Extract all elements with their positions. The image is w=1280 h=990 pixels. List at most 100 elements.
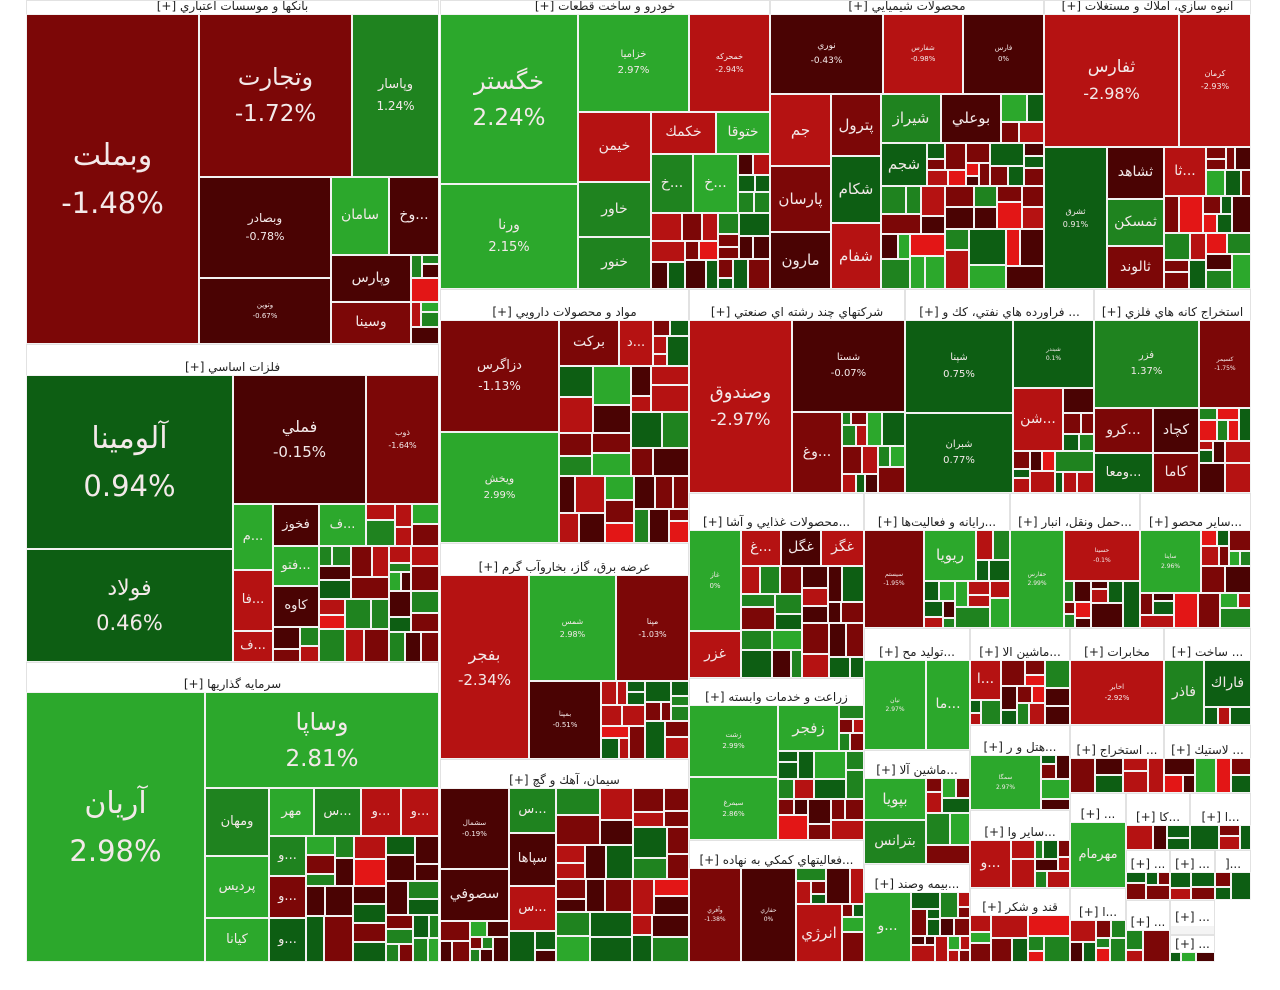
stock-tile[interactable] <box>685 260 706 289</box>
sector-header[interactable]: بانکها و موسسات اعتباري [+] <box>27 1 438 15</box>
stock-tile[interactable] <box>990 166 1008 186</box>
stock-tile[interactable] <box>662 412 689 448</box>
stock-tile[interactable] <box>926 845 970 864</box>
stock-tile[interactable] <box>1035 859 1058 871</box>
stock-tile[interactable] <box>389 572 401 591</box>
stock-tile[interactable] <box>1170 872 1191 888</box>
stock-tile[interactable] <box>1174 593 1198 628</box>
stock-tile[interactable] <box>428 938 439 962</box>
stock-tile[interactable] <box>1055 472 1063 493</box>
stock-tile[interactable] <box>319 599 345 615</box>
stock-tile[interactable]: وصندوق -2.97% <box>689 320 792 493</box>
sector-header[interactable]: ... [+] <box>1171 901 1214 926</box>
stock-tile[interactable] <box>345 629 364 662</box>
stock-tile[interactable] <box>1001 94 1027 122</box>
stock-tile[interactable] <box>927 143 945 159</box>
stock-tile[interactable]: مپنا -1.03% <box>616 575 689 681</box>
stock-tile[interactable] <box>926 792 942 813</box>
sector-header[interactable]: ...ا [+] <box>1071 889 1125 921</box>
stock-tile[interactable] <box>1240 825 1251 850</box>
sector-header[interactable]: ...توليد مح [+] <box>865 629 969 661</box>
stock-tile[interactable] <box>1063 413 1081 434</box>
stock-tile[interactable]: حسينا -0.1% <box>1064 530 1140 581</box>
stock-tile[interactable] <box>665 737 689 759</box>
stock-tile[interactable]: غاز 0% <box>689 530 741 631</box>
stock-tile[interactable] <box>1183 775 1195 793</box>
stock-tile[interactable] <box>1045 660 1070 688</box>
stock-tile[interactable] <box>619 738 629 759</box>
stock-tile[interactable]: سصوفي <box>440 869 509 921</box>
stock-tile[interactable] <box>945 143 966 170</box>
stock-tile[interactable]: غگل <box>781 530 821 566</box>
stock-tile[interactable] <box>733 259 748 289</box>
stock-tile[interactable]: بفجر -2.34% <box>440 575 529 759</box>
stock-tile[interactable] <box>1079 434 1094 451</box>
stock-tile[interactable] <box>1189 260 1206 289</box>
stock-tile[interactable] <box>846 623 864 657</box>
stock-tile[interactable] <box>559 433 592 456</box>
stock-tile[interactable] <box>351 577 389 599</box>
stock-tile[interactable] <box>1011 859 1035 888</box>
stock-tile[interactable] <box>778 751 798 762</box>
sector-header[interactable]: ...[ <box>1216 851 1250 873</box>
stock-tile[interactable] <box>1153 601 1174 615</box>
stock-tile[interactable] <box>345 599 371 629</box>
stock-tile[interactable] <box>1108 581 1123 603</box>
sector-header[interactable]: ... لاستيك [+] <box>1165 726 1250 759</box>
stock-tile[interactable] <box>1041 799 1070 810</box>
stock-tile[interactable] <box>842 932 864 962</box>
stock-tile[interactable] <box>1056 755 1070 779</box>
stock-tile[interactable] <box>1029 703 1045 725</box>
stock-tile[interactable] <box>1075 618 1091 628</box>
stock-tile[interactable]: ...و <box>401 788 439 836</box>
stock-tile[interactable] <box>881 214 921 234</box>
stock-tile[interactable] <box>1035 840 1043 859</box>
stock-tile[interactable] <box>653 354 667 366</box>
stock-tile[interactable] <box>1025 675 1045 686</box>
stock-tile[interactable] <box>802 623 829 654</box>
stock-tile[interactable] <box>354 859 386 886</box>
stock-tile[interactable] <box>966 143 990 163</box>
stock-tile[interactable]: ...خ <box>651 154 693 213</box>
stock-tile[interactable] <box>411 255 422 278</box>
stock-tile[interactable] <box>421 302 439 312</box>
stock-tile[interactable] <box>969 265 1006 289</box>
stock-tile[interactable] <box>1204 707 1218 725</box>
stock-tile[interactable] <box>606 845 633 879</box>
stock-tile[interactable] <box>1206 254 1232 270</box>
stock-tile[interactable] <box>601 681 617 705</box>
sector-header[interactable]: ...رايانه و فعاليت‌ها [+] <box>865 494 1009 531</box>
stock-tile[interactable] <box>633 788 664 812</box>
stock-tile[interactable] <box>306 874 335 886</box>
stock-tile[interactable] <box>706 260 718 289</box>
stock-tile[interactable] <box>1164 233 1190 260</box>
stock-tile[interactable] <box>856 425 867 446</box>
sector-header[interactable]: خودرو و ساخت قطعات [+] <box>441 1 769 15</box>
stock-tile[interactable] <box>802 566 828 588</box>
stock-tile[interactable] <box>948 936 960 950</box>
stock-tile[interactable] <box>1047 871 1070 888</box>
stock-tile[interactable]: شيراز <box>881 94 941 143</box>
stock-tile[interactable] <box>798 751 814 779</box>
stock-tile[interactable] <box>1235 147 1251 170</box>
stock-tile[interactable]: كسيمر -1.75% <box>1199 320 1251 408</box>
stock-tile[interactable] <box>772 630 802 650</box>
stock-tile[interactable] <box>1028 915 1070 936</box>
stock-tile[interactable] <box>493 937 509 962</box>
stock-tile[interactable] <box>1225 170 1241 196</box>
stock-tile[interactable]: مارون <box>770 232 831 289</box>
stock-tile[interactable] <box>1238 593 1251 608</box>
stock-tile[interactable] <box>411 566 439 591</box>
stock-tile[interactable] <box>926 778 942 792</box>
stock-tile[interactable] <box>682 213 702 241</box>
stock-tile[interactable]: ...س <box>314 788 361 836</box>
stock-tile[interactable] <box>739 236 753 259</box>
stock-tile[interactable] <box>950 813 970 845</box>
stock-tile[interactable] <box>1231 872 1251 900</box>
stock-tile[interactable] <box>649 509 669 543</box>
stock-tile[interactable]: نيان 2.97% <box>864 660 926 750</box>
stock-tile[interactable] <box>617 681 627 705</box>
stock-tile[interactable] <box>1126 872 1146 883</box>
stock-tile[interactable] <box>592 453 631 476</box>
stock-tile[interactable]: ...و <box>864 892 911 962</box>
